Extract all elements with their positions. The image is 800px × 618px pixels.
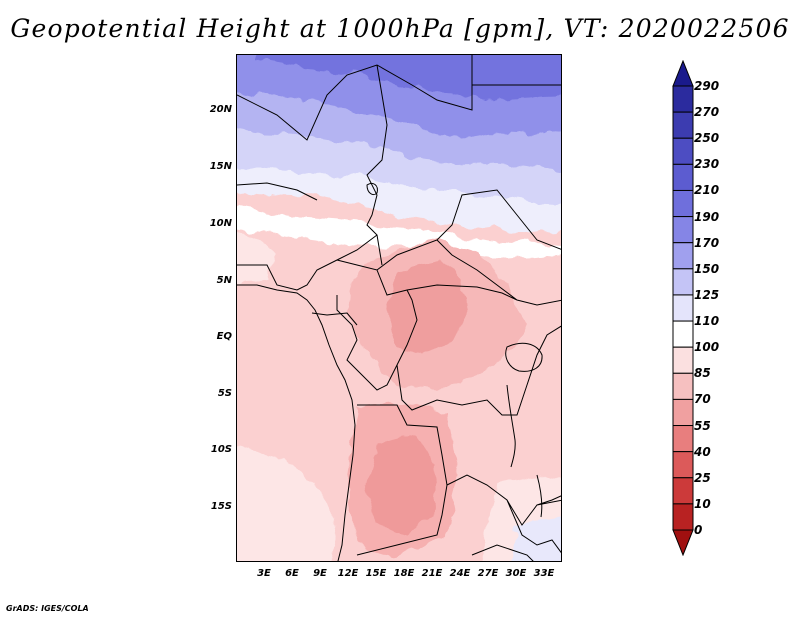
grads-credit: GrADS: IGES/COLA	[6, 604, 89, 613]
map-panel	[236, 54, 562, 562]
colorbar-label: 85	[694, 366, 711, 381]
colorbar-box	[672, 320, 694, 348]
colorbar-label: 110	[694, 314, 720, 329]
colorbar-box	[672, 216, 694, 244]
map-field	[237, 55, 561, 561]
field-band-110	[237, 207, 561, 260]
lon-label: 9E	[313, 568, 327, 579]
lat-label: EQ	[216, 331, 232, 342]
colorbar	[672, 60, 694, 556]
colorbar-bottom-arrow	[672, 529, 694, 556]
lat-label: 5N	[216, 275, 232, 286]
colorbar-box	[672, 268, 694, 296]
colorbar-box	[672, 85, 694, 113]
colorbar-box	[672, 294, 694, 322]
lat-label: 15S	[210, 501, 232, 512]
lon-label: 24E	[449, 568, 471, 579]
lake-chad	[366, 182, 378, 196]
colorbar-label: 40	[694, 444, 711, 459]
lat-label: 10S	[210, 444, 232, 455]
field-band-70-north	[387, 260, 467, 355]
colorbar-label: 270	[694, 105, 720, 120]
country-borders	[237, 55, 561, 561]
colorbar-label: 190	[694, 209, 720, 224]
lon-label: 27E	[477, 568, 499, 579]
colorbar-label: 170	[694, 235, 720, 250]
lon-label: 33E	[533, 568, 555, 579]
colorbar-label: 55	[694, 418, 711, 433]
colorbar-box	[672, 451, 694, 479]
colorbar-box	[672, 503, 694, 531]
lon-label: 21E	[421, 568, 443, 579]
lat-label: 15N	[209, 161, 232, 172]
colorbar-label: 100	[694, 340, 720, 355]
colorbar-label: 290	[694, 79, 720, 93]
colorbar-label: 250	[694, 131, 720, 146]
field-band-70-south	[367, 435, 437, 535]
lat-label: 10N	[209, 218, 232, 229]
colorbar-box	[672, 111, 694, 139]
field-band-125-se	[509, 517, 561, 561]
border-lines	[237, 55, 561, 561]
colorbar-box	[672, 425, 694, 453]
coastline	[237, 284, 356, 561]
colorbar-box	[672, 137, 694, 165]
lat-label: 5S	[217, 388, 232, 399]
colorbar-label: 150	[694, 261, 720, 276]
lon-label: 30E	[505, 568, 527, 579]
lon-label: 3E	[257, 568, 271, 579]
colorbar-box	[672, 163, 694, 191]
colorbar-label: 70	[694, 392, 711, 407]
lake-malawi	[536, 474, 543, 518]
field-band-100-sw	[237, 447, 337, 561]
lon-label: 18E	[393, 568, 415, 579]
map-title: Geopotential Height at 1000hPa [gpm], VT…	[10, 14, 790, 43]
lon-label: 15E	[365, 568, 387, 579]
colorbar-box	[672, 477, 694, 505]
colorbar-label: 10	[694, 496, 711, 511]
field-band-100-w	[237, 231, 277, 284]
colorbar-label: 125	[694, 287, 720, 302]
colorbar-box	[672, 398, 694, 427]
colorbar-box	[672, 346, 694, 374]
lat-label: 20N	[209, 104, 232, 115]
colorbar-label: 25	[694, 470, 711, 485]
lon-label: 6E	[285, 568, 299, 579]
field-band-210	[257, 55, 561, 100]
colorbar-box	[672, 189, 694, 218]
colorbar-box	[672, 372, 694, 400]
colorbar-box	[672, 242, 694, 270]
lake-tanganyika	[506, 384, 516, 468]
lon-label: 12E	[337, 568, 359, 579]
colorbar-top-arrow	[672, 60, 694, 87]
colorbar-label: 0	[694, 523, 703, 537]
colorbar-label: 230	[694, 157, 720, 172]
colorbar-label: 210	[694, 183, 720, 198]
lake-victoria	[505, 342, 543, 372]
